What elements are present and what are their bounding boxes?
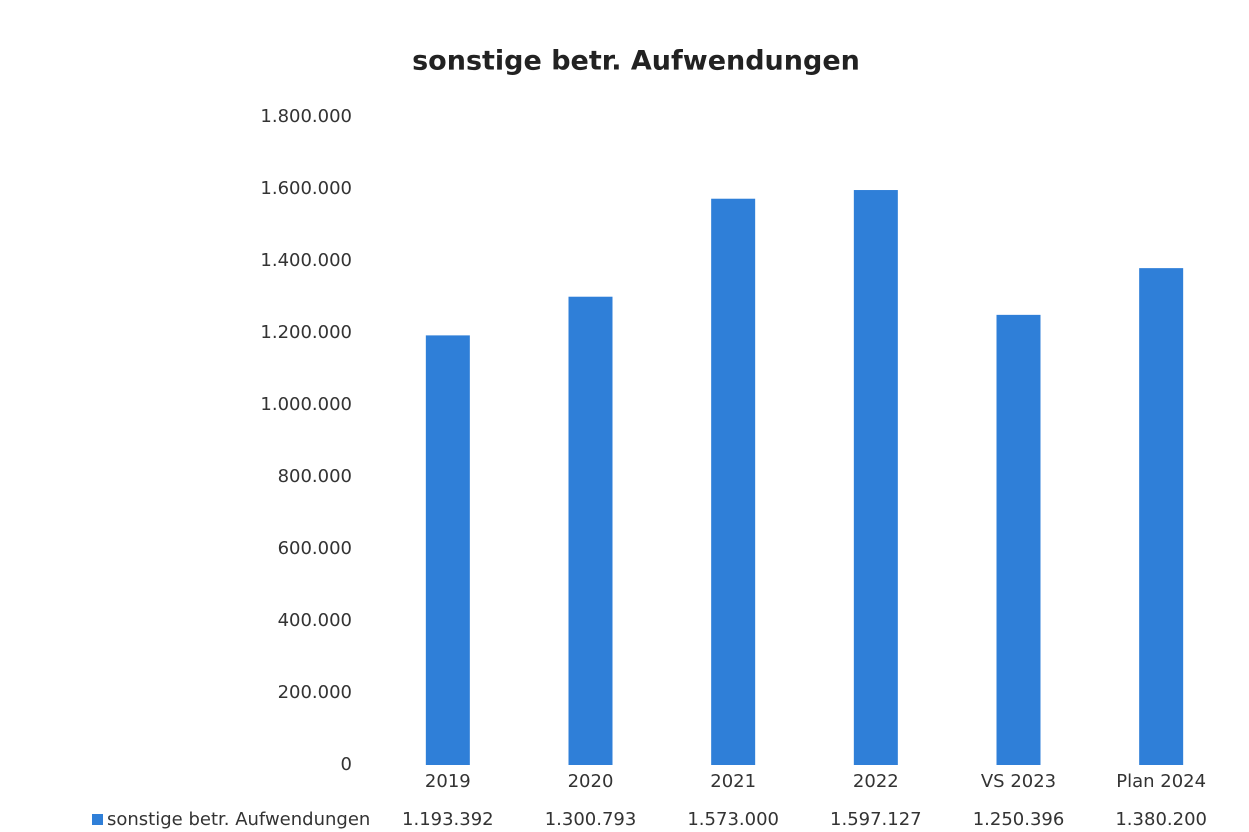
data-table-value: 1.250.396: [973, 809, 1065, 830]
y-tick-label: 400.000: [278, 610, 352, 631]
x-tick-label: VS 2023: [981, 771, 1056, 792]
data-table-value: 1.573.000: [687, 809, 779, 830]
bar: [996, 314, 1041, 765]
bar: [1139, 268, 1184, 765]
y-tick-label: 1.200.000: [260, 322, 352, 343]
y-tick-label: 1.400.000: [260, 250, 352, 271]
y-tick-label: 0: [341, 754, 352, 775]
y-tick-label: 200.000: [278, 682, 352, 703]
x-tick-label: 2022: [853, 771, 899, 792]
x-tick-label: 2019: [425, 771, 471, 792]
data-table-value: 1.597.127: [830, 809, 922, 830]
legend-marker: [92, 814, 103, 825]
data-table-value: 1.300.793: [545, 809, 637, 830]
chart-title: sonstige betr. Aufwendungen: [412, 46, 860, 77]
x-tick-label: 2020: [568, 771, 614, 792]
data-table-value: 1.193.392: [402, 809, 494, 830]
bar: [711, 198, 756, 766]
y-tick-label: 600.000: [278, 538, 352, 559]
x-tick-label: Plan 2024: [1116, 771, 1206, 792]
data-table-value: 1.380.200: [1115, 809, 1207, 830]
x-tick-label: 2021: [710, 771, 756, 792]
bar: [425, 335, 470, 765]
y-tick-label: 1.800.000: [260, 106, 352, 127]
bar: [568, 296, 613, 765]
y-tick-label: 1.000.000: [260, 394, 352, 415]
legend-label: sonstige betr. Aufwendungen: [107, 809, 370, 830]
bar: [853, 190, 898, 765]
y-tick-label: 1.600.000: [260, 178, 352, 199]
y-tick-label: 800.000: [278, 466, 352, 487]
